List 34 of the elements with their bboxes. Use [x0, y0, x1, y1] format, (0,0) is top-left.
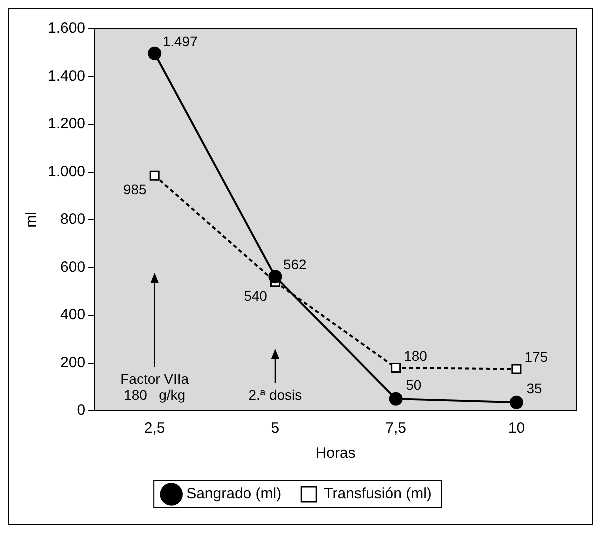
data-label: 180: [404, 348, 428, 364]
data-label: 540: [244, 288, 268, 304]
point: [510, 396, 524, 410]
y-tick-label: 600: [60, 258, 86, 276]
legend-label: Transfusión (ml): [324, 486, 432, 503]
y-tick-label: 1.000: [48, 163, 86, 180]
y-axis-title: ml: [23, 212, 40, 228]
y-tick-label: 1.600: [48, 20, 86, 38]
data-label: 175: [524, 349, 548, 366]
data-label: 562: [283, 256, 308, 273]
y-tick-label: 0: [77, 402, 86, 420]
y-tick-label: 1.200: [48, 116, 86, 133]
point: [148, 46, 162, 60]
x-tick-label: 7,5: [386, 420, 407, 438]
point: [268, 270, 282, 284]
x-tick-label: 2,5: [144, 420, 166, 438]
data-label: 35: [526, 380, 542, 397]
legend-label: Sangrado (ml): [186, 486, 282, 503]
y-tick-label: 1.400: [48, 68, 86, 85]
point: [389, 392, 403, 406]
x-axis-title: Horas: [316, 445, 356, 462]
y-tick-label: 400: [60, 306, 86, 324]
data-label: 1.497: [162, 33, 198, 50]
annotation: 2.ª dosis: [248, 386, 302, 403]
y-tick-label: 200: [60, 354, 86, 372]
data-label: 985: [123, 182, 148, 198]
x-tick-label: 10: [508, 420, 526, 438]
annotation: Factor VIIa 180 g/kg: [120, 370, 190, 403]
point: [391, 363, 402, 374]
data-label: 50: [406, 376, 422, 393]
x-tick-label: 5: [271, 420, 280, 438]
point: [512, 364, 522, 374]
y-tick-label: 800: [60, 211, 86, 228]
point: [150, 170, 160, 181]
